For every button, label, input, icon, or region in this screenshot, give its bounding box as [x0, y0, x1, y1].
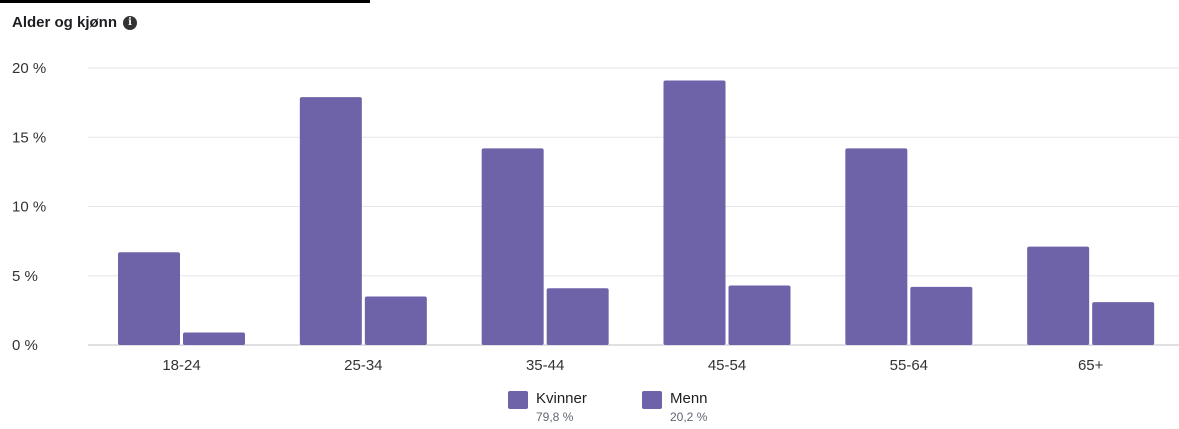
- legend-label-menn: Menn: [670, 390, 708, 407]
- y-tick-label: 0 %: [12, 337, 38, 354]
- legend-item-kvinner[interactable]: Kvinner 79,8 %: [508, 390, 587, 426]
- legend-share-kvinner: 79,8 %: [536, 410, 574, 424]
- legend-swatch-kvinner: [508, 391, 528, 409]
- top-border: [0, 0, 370, 3]
- bar-menn-25-34[interactable]: [364, 296, 427, 345]
- info-icon[interactable]: i: [123, 15, 137, 30]
- x-tick-label: 35-44: [526, 357, 564, 374]
- bar-menn-35-44[interactable]: [546, 288, 609, 345]
- x-tick-label: 25-34: [344, 357, 382, 374]
- y-tick-label: 5 %: [12, 268, 38, 285]
- bar-chart: 0 % 5 % 10 % 15 % 20 % 18-24 25-34 35-44 45-54 55…: [12, 60, 1179, 374]
- x-tick-label: 18-24: [162, 357, 200, 374]
- x-tick-label: 65+: [1078, 357, 1104, 374]
- chart-title: Alder og kjønn: [12, 14, 117, 31]
- x-tick-label: 45-54: [708, 357, 746, 374]
- bar-kvinner-55-64[interactable]: [845, 148, 908, 345]
- bar-kvinner-25-34[interactable]: [299, 97, 362, 346]
- bar-menn-55-64[interactable]: [910, 286, 973, 345]
- bar-kvinner-65+[interactable]: [1027, 246, 1090, 345]
- y-tick-label: 10 %: [12, 199, 46, 216]
- x-tick-label: 55-64: [890, 357, 928, 374]
- legend-label-kvinner: Kvinner: [536, 390, 587, 407]
- legend-share-menn: 20,2 %: [670, 410, 708, 424]
- y-tick-label: 20 %: [12, 60, 46, 77]
- bar-kvinner-35-44[interactable]: [481, 148, 544, 345]
- bar-menn-45-54[interactable]: [728, 285, 791, 345]
- chart-header: Alder og kjønn i: [12, 14, 137, 31]
- y-tick-label: 15 %: [12, 129, 46, 146]
- bar-menn-18-24[interactable]: [183, 332, 245, 345]
- bar-menn-65+[interactable]: [1092, 302, 1155, 345]
- legend-swatch-menn: [642, 391, 662, 409]
- bar-kvinner-18-24[interactable]: [118, 252, 180, 345]
- bar-kvinner-45-54[interactable]: [663, 80, 726, 345]
- legend-item-menn[interactable]: Menn 20,2 %: [642, 390, 708, 426]
